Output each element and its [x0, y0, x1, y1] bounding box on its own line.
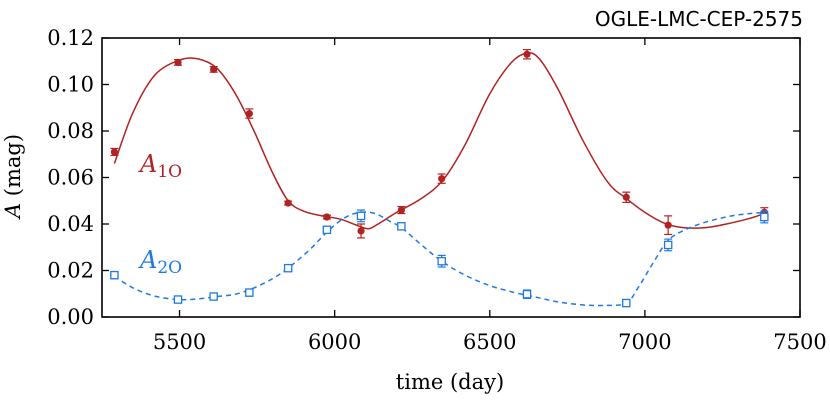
- series-label-a1o-main: A: [138, 150, 157, 178]
- series-label-a1o-sub: 1O: [157, 162, 182, 182]
- series-label-a2o-main: A: [138, 246, 157, 274]
- data-point: [438, 175, 446, 183]
- data-point: [323, 213, 331, 221]
- data-point: [397, 206, 405, 214]
- data-point: [663, 240, 673, 250]
- series-curve: [113, 211, 765, 307]
- y-axis-ticks: 0.00 0.02 0.04 0.06 0.08 0.10 0.12: [47, 26, 800, 329]
- y-tick-label: 0.10: [47, 73, 94, 97]
- x-tick-label: 6000: [308, 330, 361, 354]
- data-point: [437, 256, 446, 266]
- series-a1o: [110, 49, 769, 239]
- y-axis-variable: A: [1, 203, 25, 220]
- data-point: [622, 193, 630, 201]
- x-tick-label: 6500: [463, 330, 516, 354]
- data-point: [664, 221, 672, 229]
- y-axis-unit: (mag): [1, 134, 25, 196]
- series-a2o: [110, 209, 769, 308]
- x-tick-label: 7000: [618, 330, 671, 354]
- series-label-a2o-sub: 2O: [157, 258, 182, 278]
- data-point: [622, 298, 631, 308]
- data-point: [284, 199, 292, 207]
- data-point: [110, 148, 119, 156]
- y-tick-label: 0.08: [47, 119, 94, 143]
- data-point: [523, 50, 531, 58]
- y-tick-label: 0.06: [47, 166, 94, 190]
- series-curve: [113, 52, 765, 230]
- data-point: [397, 222, 406, 231]
- data-point: [173, 295, 183, 304]
- series-label-a1o: A1O: [138, 150, 182, 182]
- data-point: [322, 225, 332, 235]
- y-tick-label: 0.04: [47, 212, 94, 236]
- plot-frame: [101, 37, 801, 318]
- data-point: [245, 109, 253, 118]
- y-tick-label: 0.00: [47, 305, 94, 329]
- data-point: [760, 212, 769, 222]
- x-tick-label: 7500: [773, 330, 826, 354]
- data-point: [210, 65, 218, 73]
- y-tick-label: 0.12: [47, 26, 94, 50]
- data-point: [245, 288, 254, 297]
- data-point: [283, 263, 293, 273]
- data-point: [209, 292, 218, 301]
- series-label-a2o: A2O: [138, 246, 182, 278]
- y-axis-title: A (mag): [1, 134, 25, 220]
- x-axis-title: time (day): [396, 370, 504, 394]
- x-axis-ticks: 5500 6000 6500 7000 7500: [153, 38, 827, 354]
- data-point: [357, 227, 365, 235]
- data-point: [174, 58, 182, 67]
- y-tick-label: 0.02: [47, 259, 94, 283]
- data-point: [522, 289, 532, 299]
- chart-title: OGLE-LMC-CEP-2575: [595, 7, 803, 31]
- x-tick-label: 5500: [153, 330, 206, 354]
- data-point: [110, 270, 119, 280]
- data-point: [356, 211, 366, 221]
